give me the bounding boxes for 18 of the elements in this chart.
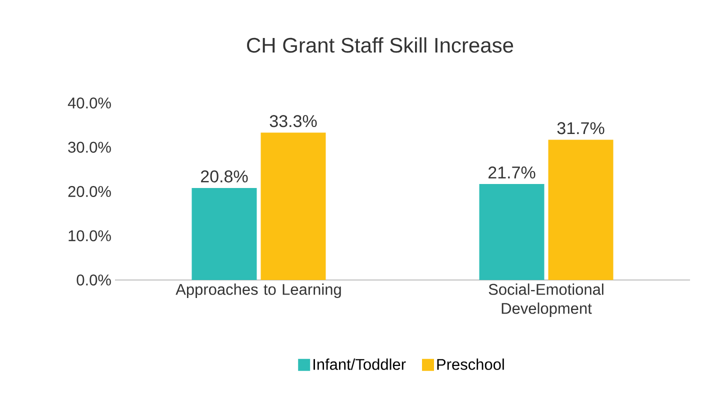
y-tick-label: 10.0% [68, 230, 111, 242]
legend-label: Infant/Toddler [314, 358, 406, 370]
x-tick-label: Social-Emotional Development [488, 284, 604, 317]
data-label: 31.7% [557, 122, 604, 134]
bar [192, 188, 257, 280]
data-label: 20.8% [201, 170, 248, 182]
chart-title: CH Grant Staff Skill Increase [247, 37, 514, 53]
bar [548, 140, 614, 280]
y-tick-label: 20.0% [68, 186, 111, 197]
y-tick-label: 0.0% [76, 274, 111, 286]
x-tick-label: Approaches to Learning [176, 284, 341, 298]
bar [479, 184, 544, 280]
legend-label: Preschool [437, 358, 504, 370]
y-tick-label: 30.0% [68, 142, 111, 153]
bar [260, 132, 326, 280]
data-label: 21.7% [488, 166, 536, 178]
data-label: 33.3% [270, 115, 317, 128]
y-tick-label: 40.0% [68, 98, 111, 108]
